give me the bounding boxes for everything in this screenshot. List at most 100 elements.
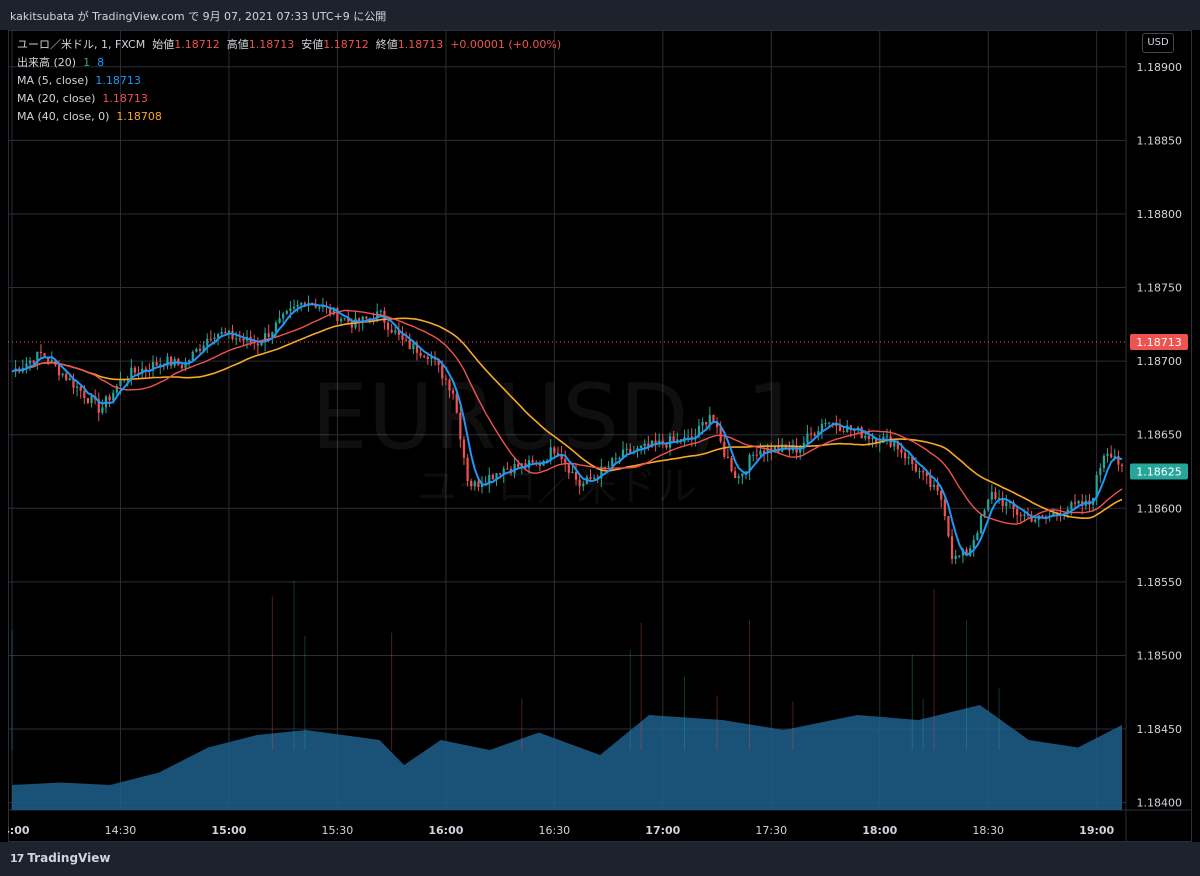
candle-body (405, 339, 408, 341)
candle-body (549, 447, 552, 461)
candle-body (618, 458, 621, 460)
candle-body (169, 356, 173, 366)
ma40-line (11, 317, 1123, 519)
candle-body (448, 379, 451, 391)
symbol-label[interactable]: ユーロ／米ドル, 1, FXCM (17, 38, 146, 51)
candle-body (556, 453, 560, 455)
y-tick-label: 1.18650 (1137, 429, 1183, 442)
legend-ma40-row[interactable]: MA (40, close, 0) 1.18708 (17, 108, 561, 126)
candle-body (1095, 475, 1098, 498)
x-tick-label: 15:30 (322, 824, 354, 837)
candle-body (466, 457, 469, 481)
candle-body (188, 360, 191, 363)
candle-body (75, 386, 79, 388)
x-tick-label: 16:00 (428, 824, 463, 837)
candle-body (151, 362, 155, 371)
candle-body (611, 458, 614, 466)
candle-body (1041, 515, 1044, 517)
candle-body (1012, 502, 1015, 510)
legend-volume-row[interactable]: 出来高 (20) 1 8 (17, 54, 561, 72)
x-tick-label: 15:00 (211, 824, 246, 837)
candle-body (444, 378, 447, 380)
publish-bar: kakitsubata が TradingView.com で 9月 07, 2… (0, 0, 1200, 30)
candle-body (759, 450, 762, 456)
ma20-label: MA (20, close) (17, 92, 96, 105)
volume-area (12, 705, 1122, 810)
legend-ma20-row[interactable]: MA (20, close) 1.18713 (17, 90, 561, 108)
price-badge-label: 1.18713 (1136, 336, 1182, 349)
candle-body (1066, 509, 1069, 514)
candle-body (965, 549, 968, 556)
y-tick-label: 1.18700 (1137, 355, 1183, 368)
candle-body (47, 357, 50, 363)
candle-body (867, 435, 871, 440)
candle-body (426, 356, 429, 360)
candle-body (339, 318, 343, 322)
candle-body (36, 351, 39, 364)
candle-body (954, 555, 957, 559)
candle-body (216, 334, 220, 338)
candle-body (838, 426, 842, 431)
candle-body (578, 479, 581, 487)
candle-body (621, 449, 625, 459)
candle-body (878, 442, 881, 444)
candle-body (83, 390, 86, 398)
candle-body (394, 330, 397, 333)
candle-body (994, 491, 997, 499)
candle-body (531, 460, 534, 463)
candle-body (603, 466, 607, 468)
x-tick-label: 19:00 (1079, 824, 1114, 837)
candle-body (462, 439, 466, 458)
y-tick-label: 1.18400 (1137, 797, 1183, 810)
candle-body (318, 307, 321, 309)
candle-body (730, 457, 733, 472)
candle-body (643, 443, 646, 447)
open-label: 始値 (152, 38, 175, 51)
candle-body (560, 454, 563, 460)
chart-legend: ユーロ／米ドル, 1, FXCM 始値1.18712 高値1.18713 安値1… (17, 36, 561, 126)
tradingview-logo-icon: 17 (10, 852, 24, 865)
candle-body (43, 353, 46, 358)
candle-body (625, 448, 628, 450)
candle-body (755, 454, 758, 456)
candle-body (350, 321, 353, 328)
candle-body (813, 433, 816, 436)
candle-body (430, 357, 433, 360)
candle-body (766, 447, 769, 454)
candle-body (452, 390, 455, 394)
candle-body (614, 458, 617, 460)
candle-body (607, 465, 610, 467)
candle-body (806, 433, 809, 443)
candle-body (1070, 502, 1073, 510)
candle-body (296, 304, 299, 307)
candle-body (697, 425, 701, 437)
candle-body (115, 386, 118, 393)
candle-body (220, 331, 223, 335)
price-chart[interactable]: 1.18900 1.18850 1.18800 1.18750 1.18700 1.186… (8, 30, 1192, 842)
publish-info: kakitsubata が TradingView.com で 9月 07, 2… (10, 10, 387, 23)
candle-body (390, 329, 393, 333)
legend-ma5-row[interactable]: MA (5, close) 1.18713 (17, 72, 561, 90)
ma5-label: MA (5, close) (17, 74, 89, 87)
candle-body (893, 441, 896, 447)
candle-body (361, 316, 364, 324)
candle-body (907, 456, 910, 459)
price-badge-label: 1.18625 (1136, 466, 1182, 479)
candle-body (278, 318, 281, 323)
candle-body (777, 446, 780, 452)
volume-label: 出来高 (20) (17, 56, 77, 69)
candle-body (289, 308, 292, 311)
currency-button[interactable]: USD (1142, 33, 1174, 53)
ma20-value: 1.18713 (102, 92, 148, 105)
last-price-badge (1130, 334, 1188, 350)
chart-frame[interactable] (8, 30, 1192, 842)
candle-body (1099, 468, 1102, 476)
candle-body (567, 463, 570, 473)
candle-body (990, 491, 993, 500)
candle-body (708, 414, 711, 425)
candle-body (235, 338, 238, 340)
tradingview-logo[interactable]: 17 TradingView (10, 851, 110, 865)
candle-body (130, 367, 133, 379)
candle-body (459, 412, 462, 440)
candle-body (546, 460, 549, 462)
